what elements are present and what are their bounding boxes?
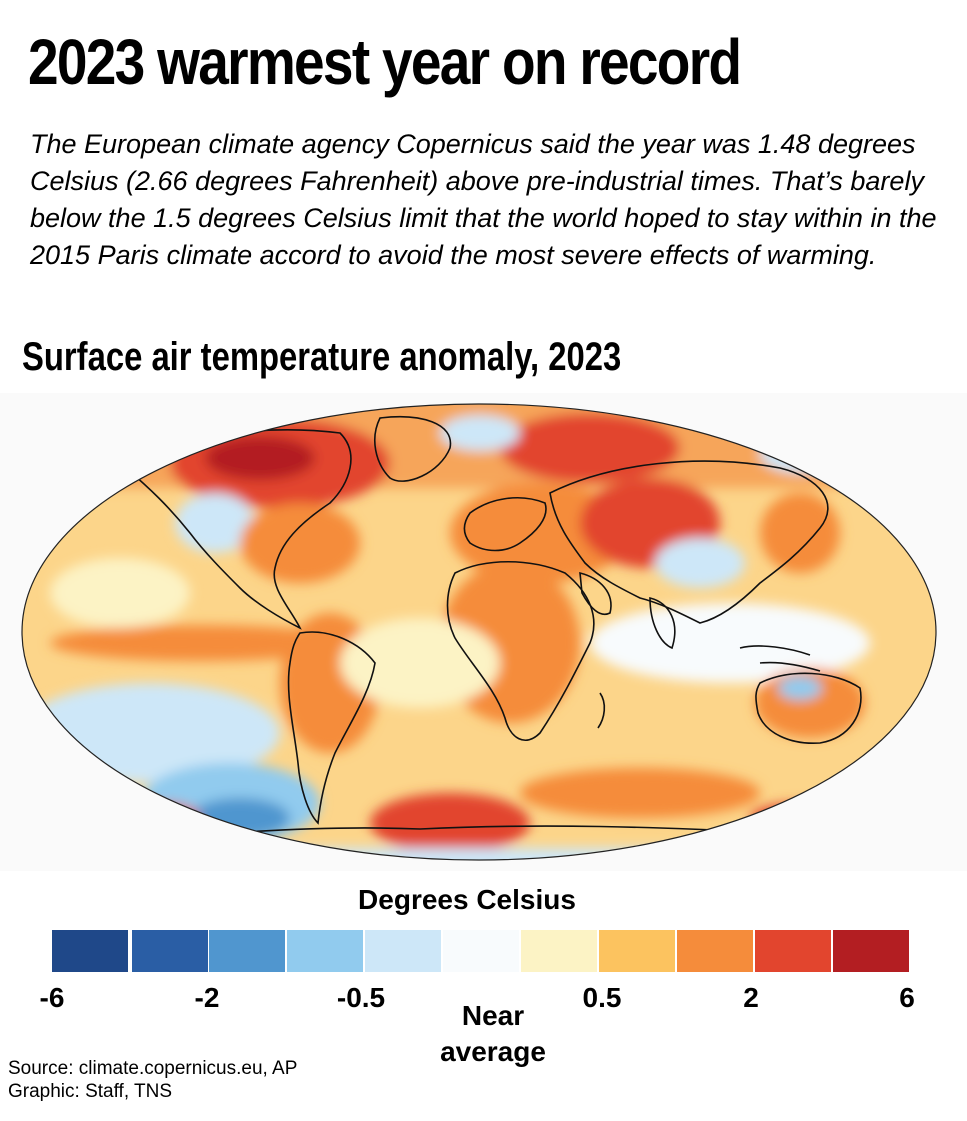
legend-title: Degrees Celsius (358, 884, 576, 915)
subhead: The European climate agency Copernicus s… (30, 129, 937, 270)
legend-swatch (209, 930, 285, 972)
near-average-label: Near average (393, 998, 593, 1070)
legend-swatch (287, 930, 363, 972)
legend-swatch (443, 930, 519, 972)
legend-tick-label: 2 (743, 982, 759, 1013)
legend-swatch (755, 930, 831, 972)
legend-swatch (833, 930, 909, 972)
legend-swatch (521, 930, 597, 972)
legend-swatch (599, 930, 675, 972)
world-map-graphic (21, 403, 937, 861)
near-average-line2: average (440, 1036, 546, 1067)
headline: 2023 warmest year on record (28, 26, 742, 98)
legend-swatch (677, 930, 753, 972)
legend-tick-label: 0.5 (582, 982, 622, 1013)
legend-tick-label: -0.5 (336, 982, 386, 1013)
map-title: Surface air temperature anomaly, 2023 (22, 335, 622, 379)
legend-swatch (132, 930, 208, 972)
legend-swatch (52, 930, 128, 972)
temperature-anomaly-map (0, 393, 967, 871)
near-average-line1: Near (461, 1000, 525, 1031)
legend-tick-label: 6 (899, 982, 915, 1013)
legend-swatch (365, 930, 441, 972)
legend-tick-label: -6 (39, 982, 65, 1013)
source-credit: Source: climate.copernicus.eu, AP (8, 1058, 298, 1079)
legend-tick-label: -2 (194, 982, 220, 1013)
graphic-credit: Graphic: Staff, TNS (8, 1081, 173, 1102)
